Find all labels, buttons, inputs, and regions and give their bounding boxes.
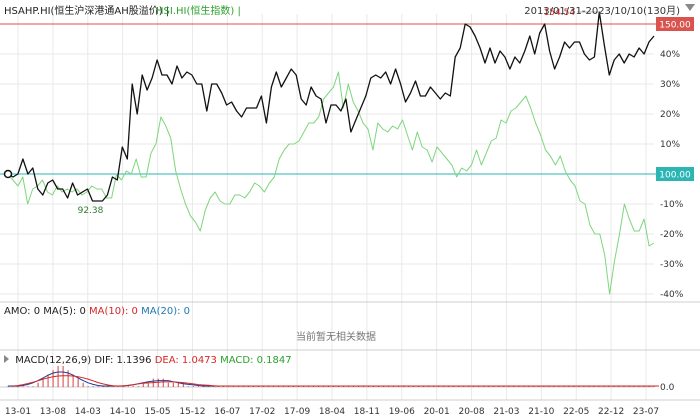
date-range-selector[interactable]: 2013/01/31-2023/10/10(130月): [524, 6, 680, 17]
x-tick-label: 17-02: [249, 407, 275, 417]
right-axis-tick-label: 20%: [660, 110, 680, 120]
x-tick-label: 23-07: [633, 407, 659, 417]
range-dropdown-icon[interactable]: [685, 4, 695, 11]
x-tick-label: 21-10: [528, 407, 554, 417]
series-a-title[interactable]: HSAHP.HI(恒生沪深港通AH股溢价) |: [4, 6, 170, 17]
macd-value: MACD: 0.1847: [220, 355, 292, 366]
x-tick-label: 18-11: [354, 407, 380, 417]
x-tick-label: 18-04: [319, 407, 345, 417]
x-tick-label: 22-12: [598, 407, 624, 417]
amo-value: AMO: 0: [4, 306, 41, 317]
right-axis-tick-label: 10%: [660, 140, 680, 150]
right-axis-tick-label: 30%: [660, 80, 680, 90]
x-tick-label: 19-06: [389, 407, 415, 417]
ma20-value: MA(20): 0: [141, 306, 190, 317]
dea-line: [12, 375, 659, 387]
macd-params: MACD(12,26,9): [15, 355, 92, 366]
series-hsahp-line: [7, 11, 655, 202]
right-axis-tick-label: -10%: [660, 200, 684, 210]
x-tick-label: 20-08: [458, 407, 484, 417]
x-tick-label: 22-05: [563, 407, 589, 417]
x-tick-label: 17-09: [284, 407, 310, 417]
reference-value-box: [656, 167, 694, 181]
x-tick-label: 16-07: [214, 407, 240, 417]
right-axis-tick-label: -40%: [660, 290, 684, 300]
reference-value-box: [656, 17, 694, 31]
x-tick-label: 20-01: [424, 407, 450, 417]
ma5-value: MA(5): 0: [43, 306, 86, 317]
right-axis-tick-label: -30%: [660, 260, 684, 270]
dea-value: DEA: 1.0473: [154, 355, 217, 366]
max-value-annotation: 154.54: [544, 8, 576, 18]
right-axis-tick-label: -20%: [660, 230, 684, 240]
min-value-annotation: 92.38: [78, 206, 104, 216]
no-data-message: 当前暂无相关数据: [296, 332, 376, 343]
ma10-value: MA(10): 0: [89, 306, 138, 317]
x-tick-label: 14-03: [75, 407, 101, 417]
collapse-triangle-icon[interactable]: [4, 355, 9, 363]
macd-indicator-row: MACD(12,26,9) DIF: 1.1396 DEA: 1.0473 MA…: [4, 355, 292, 366]
x-tick-label: 13-08: [40, 407, 66, 417]
series-b-title[interactable]: HSI.HI(恒生指数) |: [156, 6, 241, 17]
reference-value-label: 100.00: [659, 171, 691, 181]
x-tick-label: 15-12: [179, 407, 205, 417]
x-tick-label: 14-10: [110, 407, 136, 417]
x-tick-label: 13-01: [5, 407, 31, 417]
x-tick-label: 15-05: [144, 407, 170, 417]
right-axis-tick-label: 40%: [660, 50, 680, 60]
amo-indicator-row: AMO: 0 MA(5): 0 MA(10): 0 MA(20): 0: [4, 306, 190, 317]
series-hsi-line: [7, 71, 655, 295]
macd-axis-label: 0.0: [660, 383, 675, 393]
x-tick-label: 21-03: [493, 407, 519, 417]
series-start-marker: [3, 169, 13, 179]
dif-value: DIF: 1.1396: [94, 355, 152, 366]
reference-value-label: 150.00: [659, 21, 691, 31]
